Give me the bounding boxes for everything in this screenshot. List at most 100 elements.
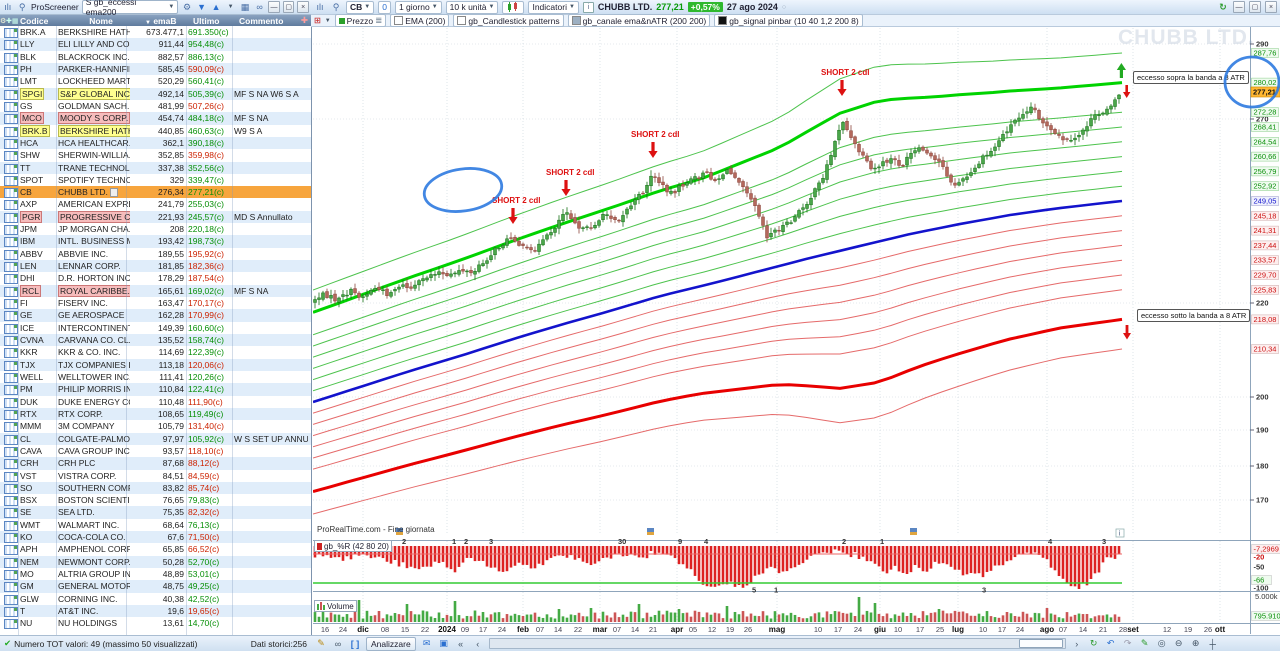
table-row[interactable]: ICE INTERCONTINENT... 149,39 160,60(c) <box>0 322 311 334</box>
crosshair-icon[interactable]: ┼ <box>1209 638 1216 649</box>
table-header[interactable]: ⚙ ✚▦ Codice Nome ▼ emaB Ultimo Commento … <box>0 15 311 26</box>
zoom-out-icon[interactable]: ⊖ <box>1174 638 1183 648</box>
table-row[interactable]: DHI D.R. HORTON INC. 178,29 187,54(c) <box>0 272 311 285</box>
upload-icon[interactable]: ▲ <box>211 2 221 12</box>
table-row[interactable]: BSX BOSTON SCIENTIFIC 76,65 79,83(c) <box>0 494 311 507</box>
table-row[interactable]: VST VISTRA CORP. 84,51 84,59(c) <box>0 470 311 482</box>
col-codice[interactable]: Codice <box>20 15 49 26</box>
table-row[interactable]: CVNA CARVANA CO. CL... 135,52 158,74(c) <box>0 334 311 347</box>
timeframe-select[interactable]: 1 giorno ▼ <box>394 0 442 14</box>
table-row[interactable]: KO COCA-COLA CO. 67,6 71,50(c) <box>0 531 311 544</box>
table-row[interactable]: RCL ROYAL CARIBBE... 165,61 169,02(c) MF S N… <box>0 284 311 298</box>
link-icon[interactable]: ∞ <box>256 2 263 12</box>
table-row[interactable]: SPOT SPOTIFY TECHNO... 329 339,47(c) <box>0 174 311 186</box>
draw-pencil-icon[interactable]: ✎ <box>317 638 325 648</box>
screener-select[interactable]: S gb_eccessi ema200 ▼ <box>81 0 179 17</box>
brackets-icon[interactable]: [ ] <box>350 638 360 649</box>
add-column-icon[interactable]: ✚ <box>300 15 308 25</box>
table-row[interactable]: PH PARKER-HANNIFIN 585,45 590,09(c) <box>0 62 311 76</box>
table-row[interactable]: BRK.A BERKSHIRE HATH... 673.477,1 691.350(c… <box>0 26 311 38</box>
table-row[interactable]: PM PHILIP MORRIS INT... 110,84 122,41(c) <box>0 383 311 396</box>
zoom-reset-icon[interactable]: ◎ <box>1157 638 1166 648</box>
refresh-chart-icon[interactable]: ↻ <box>1089 638 1098 648</box>
zero-badge[interactable]: 0 <box>378 0 391 14</box>
table-row[interactable]: PGR PROGRESSIVE CO... 221,93 245,57(c) MD S … <box>0 210 311 224</box>
table-row[interactable]: MCO MOODY S CORP. 454,74 484,18(c) MF S NA <box>0 112 311 125</box>
table-row[interactable]: T AT&T INC. 19,6 19,65(c) <box>0 605 311 618</box>
link-tool-icon[interactable]: ∞ <box>334 638 342 649</box>
table-row[interactable]: CB CHUBB LTD. 276,34 277,21(c) <box>0 186 311 199</box>
table-row[interactable]: DUK DUKE ENERGY CO... 110,48 111,90(c) <box>0 396 311 408</box>
more-dropdown-icon[interactable]: ▼ <box>227 4 234 10</box>
table-row[interactable]: WMT WALMART INC. 68,64 76,13(c) <box>0 519 311 531</box>
table-row[interactable]: TT TRANE TECHNOL... 337,38 352,56(c) <box>0 161 311 174</box>
info-icon[interactable]: i <box>582 1 594 13</box>
table-row[interactable]: TJX TJX COMPANIES I... 113,18 120,06(c) <box>0 358 311 371</box>
maximize-button[interactable]: ▢ <box>1249 1 1261 13</box>
price-series-chip[interactable]: Prezzo ≣ <box>334 14 387 27</box>
zoom-in-icon[interactable]: ⊕ <box>1191 638 1200 648</box>
table-row[interactable]: SO SOUTHERN COMP... 83,82 85,74(c) <box>0 481 311 495</box>
scroll-right-icon[interactable]: › <box>1075 638 1079 649</box>
maximize-button[interactable]: ▢ <box>282 1 295 13</box>
table-row[interactable]: JPM JP MORGAN CHA... 208 220,18(c) <box>0 223 311 236</box>
windows-icon[interactable]: ▣ <box>439 638 448 648</box>
checkbox-icon[interactable] <box>394 16 404 25</box>
edit-chart-icon[interactable]: ✎ <box>1140 638 1149 648</box>
refresh-icon[interactable]: ↻ <box>1219 1 1227 12</box>
col-commento[interactable]: Commento <box>239 15 284 26</box>
table-row[interactable]: WELL WELLTOWER INC. 111,41 120,26(c) <box>0 371 311 383</box>
col-emab[interactable]: ▼ emaB <box>145 15 177 26</box>
close-button[interactable]: × <box>1265 1 1277 13</box>
units-select[interactable]: 10 k unità ▼ <box>445 0 499 14</box>
symbol-select[interactable]: CB ▼ <box>346 0 375 14</box>
scroll-start-icon[interactable]: « <box>458 638 464 649</box>
indicator-chip-signal-pinbar[interactable]: gb_signal pinbar (10 40 1,2 200 8) <box>714 14 863 27</box>
redo-icon[interactable]: ↷ <box>1123 638 1132 648</box>
table-row[interactable]: NU NU HOLDINGS 13,61 14,70(c) <box>0 617 311 630</box>
indicator-chip-canale-ema-natr[interactable]: gb_canale ema&nATR (200 200) <box>567 14 711 27</box>
table-row[interactable]: CL COLGATE-PALMO... 97,97 105,92(c) W S SET … <box>0 432 311 445</box>
price-chart[interactable]: SHORT 2 cdl SHORT 2 cdl SHORT 2 cdl SHORT 2… <box>313 27 1280 634</box>
table-row[interactable]: GLW CORNING INC. 40,38 42,52(c) <box>0 593 311 605</box>
table-row[interactable]: RTX RTX CORP. 108,65 119,49(c) <box>0 407 311 421</box>
table-row[interactable]: MO ALTRIA GROUP INC. 48,89 53,01(c) <box>0 568 311 581</box>
table-row[interactable]: MMM 3M COMPANY 105,79 131,40(c) <box>0 420 311 433</box>
minimize-button[interactable]: — <box>1233 1 1245 13</box>
table-row[interactable]: GE GE AEROSPACE 162,28 170,99(c) <box>0 309 311 322</box>
grid-icon[interactable]: ▦ <box>240 1 250 12</box>
table-row[interactable]: LLY ELI LILLY AND CO. 911,44 954,48(c) <box>0 38 311 51</box>
table-row[interactable]: ABBV ABBVIE INC. 189,55 195,92(c) <box>0 248 311 260</box>
indicators-button[interactable]: Indicatori ▼ <box>528 0 579 14</box>
checkbox-icon[interactable] <box>571 16 581 25</box>
table-row[interactable]: CAVA CAVA GROUP INC. 93,57 118,10(c) <box>0 445 311 457</box>
table-row[interactable]: APH AMPHENOL CORP. 65,85 66,52(c) <box>0 543 311 556</box>
table-row[interactable]: GS GOLDMAN SACH... 481,99 507,26(c) <box>0 100 311 112</box>
table-row[interactable]: SHW SHERWIN-WILLIA... 352,85 359,98(c) <box>0 149 311 162</box>
table-row[interactable]: NEM NEWMONT CORP. 50,28 52,70(c) <box>0 555 311 569</box>
col-ultimo[interactable]: Ultimo <box>193 15 220 26</box>
table-row[interactable]: HCA HCA HEALTHCAR... 362,1 390,18(c) <box>0 136 311 150</box>
download-icon[interactable]: ▼ <box>197 2 207 12</box>
table-row[interactable]: FI FISERV INC. 163,47 170,17(c) <box>0 297 311 310</box>
table-row[interactable]: IBM INTL. BUSINESS M... 193,42 198,73(c) <box>0 235 311 248</box>
undo-icon[interactable]: ↶ <box>1106 638 1115 648</box>
table-row[interactable]: GM GENERAL MOTOR... 48,75 49,25(c) <box>0 580 311 593</box>
close-button[interactable]: × <box>297 1 309 13</box>
scrollbar-thumb[interactable] <box>1018 639 1063 648</box>
minimize-button[interactable]: — <box>268 1 280 13</box>
table-row[interactable]: BLK BLACKROCK INC. 882,57 886,13(c) <box>0 51 311 63</box>
checkbox-icon[interactable] <box>718 16 728 25</box>
table-row[interactable]: AXP AMERICAN EXPRE... 241,79 255,03(c) <box>0 198 311 211</box>
table-row[interactable]: BRK.B BERKSHIRE HATH... 440,85 460,63(c) W9 … <box>0 124 311 137</box>
indicator-chip-ema[interactable]: EMA (200) <box>390 14 450 27</box>
table-row[interactable]: KKR KKR & CO. INC. 114,69 122,39(c) <box>0 346 311 359</box>
chart-scrollbar[interactable] <box>488 638 1066 649</box>
chart-type-button[interactable] <box>502 0 525 14</box>
settings-wrench-icon[interactable]: ⚙ <box>183 1 192 12</box>
table-row[interactable]: LEN LENNAR CORP. 181,85 182,36(c) <box>0 260 311 273</box>
checkbox-icon[interactable] <box>457 16 467 25</box>
chevron-down-icon[interactable]: ▼ <box>324 17 331 24</box>
header-add-icon[interactable]: ✚▦ <box>6 17 19 25</box>
volume-chip[interactable]: Volume <box>314 600 357 612</box>
